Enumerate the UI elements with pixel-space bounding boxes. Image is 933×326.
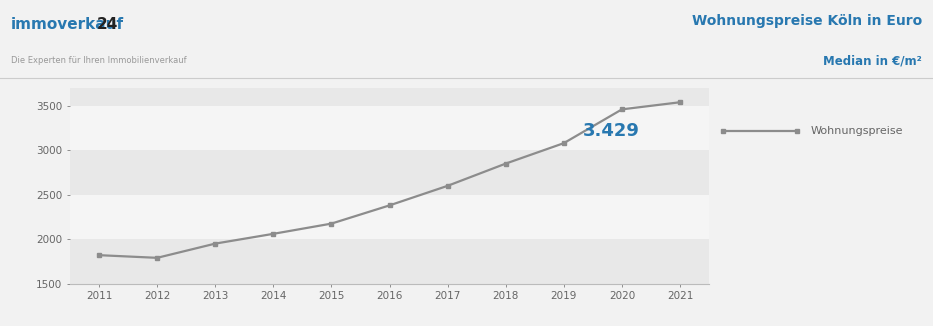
Text: immoverkauf: immoverkauf	[11, 17, 124, 32]
Text: Die Experten für Ihren Immobilienverkauf: Die Experten für Ihren Immobilienverkauf	[11, 56, 187, 65]
Bar	[70, 195, 709, 239]
Bar	[70, 150, 709, 195]
Text: 24: 24	[97, 17, 118, 32]
Text: Median in €/m²: Median in €/m²	[823, 55, 922, 68]
Bar	[70, 88, 709, 106]
Bar	[70, 106, 709, 150]
Text: Wohnungspreise Köln in Euro: Wohnungspreise Köln in Euro	[691, 14, 922, 28]
Bar	[70, 239, 709, 284]
Text: 3.429: 3.429	[582, 122, 639, 140]
Text: Wohnungspreise: Wohnungspreise	[810, 126, 903, 136]
